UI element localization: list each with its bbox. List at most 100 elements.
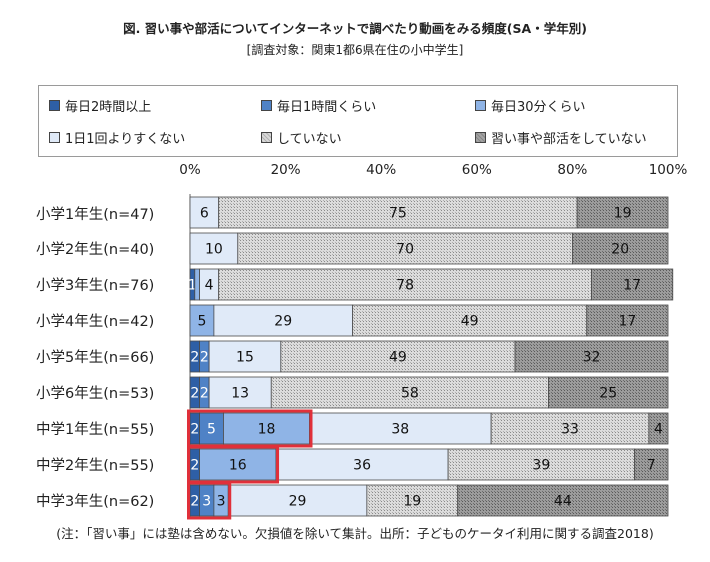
- category-label: 小学4年生(n=42): [36, 314, 155, 330]
- bar-value-label: 6: [200, 206, 209, 222]
- legend-swatch: [261, 132, 272, 143]
- legend-swatch: [49, 132, 60, 143]
- legend-item: 1日1回よりすくない: [49, 128, 185, 147]
- bar-segment: [514, 340, 669, 373]
- legend-item: 毎日2時間以上: [49, 96, 151, 115]
- bar-value-label: 70: [396, 242, 414, 258]
- bar-value-label: 2: [200, 386, 209, 402]
- bar-value-label: 38: [391, 422, 409, 438]
- bar-segment: [213, 304, 353, 337]
- bar-segment: [280, 340, 516, 373]
- bar-value-label: 58: [401, 386, 419, 402]
- bar-value-label: 39: [532, 458, 550, 474]
- bar-value-label: 2: [190, 350, 199, 366]
- bar-segment: [352, 304, 588, 337]
- category-label: 中学2年生(n=55): [36, 458, 155, 474]
- bar-segment: [218, 196, 578, 229]
- legend-label: していない: [277, 132, 342, 147]
- legend-swatch: [475, 132, 486, 143]
- bar-value-label: 75: [389, 206, 407, 222]
- bar-value-label: 32: [583, 350, 601, 366]
- bar-value-label: 49: [461, 314, 479, 330]
- bar-segment: [189, 232, 239, 265]
- category-label: 中学3年生(n=62): [36, 494, 155, 510]
- x-tick-label: 60%: [461, 162, 492, 178]
- x-tick-label: 0%: [179, 162, 201, 178]
- bar-value-label: 17: [623, 278, 641, 294]
- bar-segment: [189, 196, 220, 229]
- bar-value-label: 78: [396, 278, 414, 294]
- bar-value-label: 20: [611, 242, 629, 258]
- bar-segment: [275, 448, 449, 481]
- bar-segment: [457, 484, 669, 517]
- bar-segment: [366, 484, 459, 517]
- bar-value-label: 3: [202, 494, 211, 510]
- bar-value-label: 1: [188, 278, 197, 294]
- bar-value-label: 10: [205, 242, 223, 258]
- bar-value-label: 5: [207, 422, 216, 438]
- category-label: 小学5年生(n=66): [36, 350, 155, 366]
- bar-value-label: 33: [561, 422, 579, 438]
- highlight-box: [187, 445, 280, 484]
- bar-value-label: 19: [614, 206, 632, 222]
- category-label: 中学1年生(n=55): [36, 422, 155, 438]
- legend-label: 1日1回よりすくない: [65, 132, 186, 147]
- category-label: 小学3年生(n=76): [36, 278, 155, 294]
- bar-segment: [208, 376, 272, 409]
- bar-segment: [591, 268, 674, 301]
- bar-segment: [634, 448, 669, 481]
- highlight-box: [187, 481, 232, 520]
- legend-label: 毎日30分くらい: [491, 100, 586, 115]
- x-tick-label: 40%: [366, 162, 397, 178]
- bar-value-label: 16: [229, 458, 247, 474]
- legend-item: 毎日1時間くらい: [261, 96, 376, 115]
- x-tick-label: 100%: [648, 162, 688, 178]
- legend-label: 習い事や部活をしていない: [491, 132, 647, 147]
- legend-item: 毎日30分くらい: [475, 96, 586, 115]
- legend-item: 習い事や部活をしていない: [475, 128, 647, 147]
- x-tick-label: 20%: [270, 162, 301, 178]
- bar-value-label: 17: [618, 314, 636, 330]
- chart-note: (注：「習い事」には塾は含めない。欠損値を除いて集計。出所：子どものケータイ利用…: [56, 526, 654, 541]
- bar-value-label: 13: [231, 386, 249, 402]
- legend-swatch: [475, 100, 486, 111]
- bar-value-label: 3: [217, 494, 226, 510]
- x-tick-label: 80%: [557, 162, 588, 178]
- bar-segment: [194, 268, 200, 301]
- bar-value-label: 5: [197, 314, 206, 330]
- bar-value-label: 29: [274, 314, 292, 330]
- bar-value-label: 49: [389, 350, 407, 366]
- legend-label: 毎日1時間くらい: [277, 100, 377, 115]
- bar-value-label: 36: [353, 458, 371, 474]
- bar-value-label: 4: [205, 278, 214, 294]
- bar-segment: [227, 484, 368, 517]
- legend-label: 毎日2時間以上: [65, 100, 152, 115]
- bar-segment: [270, 376, 549, 409]
- bar-value-label: 25: [599, 386, 617, 402]
- bar-value-label: 2: [190, 458, 199, 474]
- bar-value-label: 4: [654, 422, 663, 438]
- bar-segment: [586, 304, 669, 337]
- bar-value-label: 44: [554, 494, 572, 510]
- bar-value-label: 29: [289, 494, 307, 510]
- legend-swatch: [49, 100, 60, 111]
- bar-segment: [309, 412, 492, 445]
- bar-value-label: 2: [200, 350, 209, 366]
- bar-value-label: 2: [190, 422, 199, 438]
- bar-segment: [576, 196, 669, 229]
- chart-title: 図. 習い事や部活についてインターネットで調べたり動画をみる頻度(SA・学年別): [123, 21, 587, 36]
- bar-segment: [572, 232, 669, 265]
- bar-segment: [548, 376, 669, 409]
- bar-value-label: 18: [258, 422, 276, 438]
- bar-segment: [218, 268, 592, 301]
- bar-segment: [208, 340, 282, 373]
- bar-value-label: 19: [403, 494, 421, 510]
- bar-segment: [199, 448, 277, 481]
- legend-item: していない: [261, 128, 342, 147]
- bar-value-label: 2: [190, 386, 199, 402]
- bar-value-label: 15: [236, 350, 254, 366]
- bar-segment: [648, 412, 669, 445]
- bar-value-label: 2: [190, 494, 199, 510]
- category-label: 小学6年生(n=53): [36, 386, 155, 402]
